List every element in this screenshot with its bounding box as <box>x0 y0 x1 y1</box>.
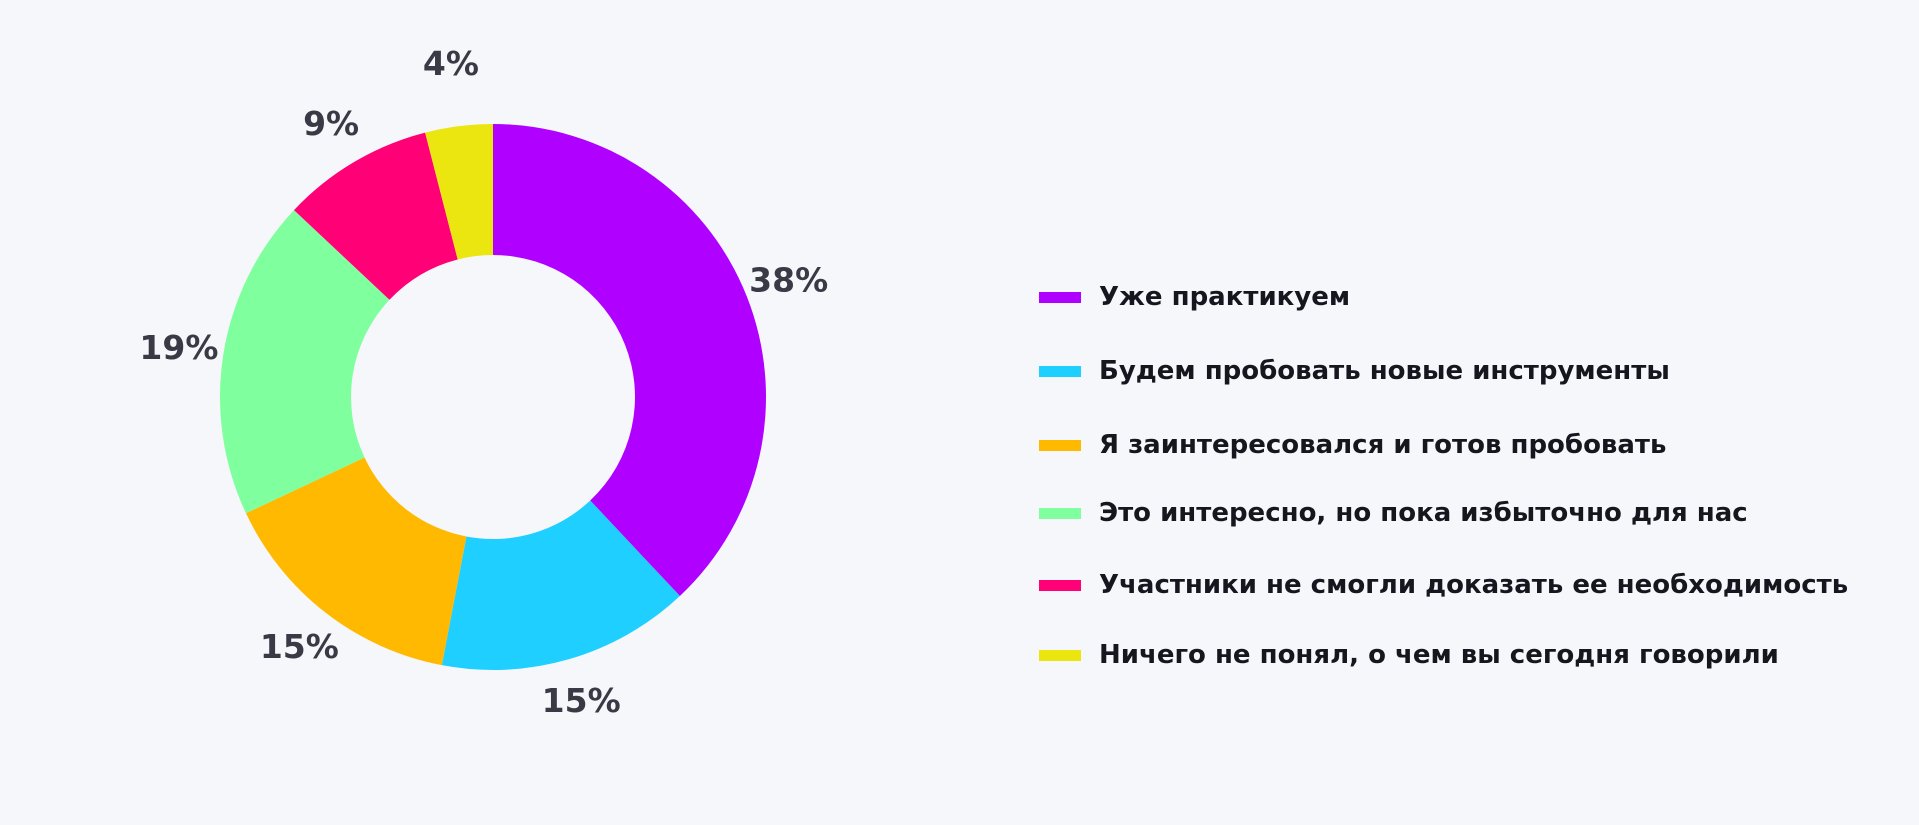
legend-label-interested: Я заинтересовался и готов пробовать <box>1099 430 1667 460</box>
donut-slices <box>220 124 766 670</box>
legend-label-practicing: Уже практикуем <box>1099 282 1351 312</box>
legend-swatch-will-try <box>1039 365 1081 377</box>
legend-swatch-interested <box>1039 439 1081 451</box>
legend-swatch-not-proven <box>1039 579 1081 591</box>
slice-not-proven <box>293 132 458 300</box>
slice-label-practicing: 38% <box>749 260 828 299</box>
slice-label-not-proven: 9% <box>303 104 359 143</box>
legend-swatch-not-understood <box>1039 649 1081 661</box>
slice-practicing <box>493 124 766 597</box>
legend-item-will-try: Будем пробовать новые инструменты <box>1039 356 1670 386</box>
legend-item-interested: Я заинтересовался и готов пробовать <box>1039 430 1666 460</box>
legend-item-not-understood: Ничего не понял, о чем вы сегодня говори… <box>1039 640 1779 670</box>
slice-redundant <box>220 210 390 514</box>
legend-label-not-understood: Ничего не понял, о чем вы сегодня говори… <box>1099 640 1779 670</box>
slice-labels: 38% 15% 15% 19% 9% 4% <box>139 44 828 720</box>
slice-label-redundant: 19% <box>139 328 218 367</box>
donut-chart: 38% 15% 15% 19% 9% 4% <box>139 44 828 720</box>
legend-label-not-proven: Участники не смогли доказать ее необходи… <box>1099 570 1849 600</box>
slice-label-interested: 15% <box>260 627 339 666</box>
slice-not-understood <box>425 124 493 260</box>
legend-item-not-proven: Участники не смогли доказать ее необходи… <box>1039 570 1848 600</box>
legend-label-redundant: Это интересно, но пока избыточно для нас <box>1099 498 1748 528</box>
slice-will-try <box>441 500 680 670</box>
slice-label-not-understood: 4% <box>423 44 479 83</box>
legend-swatch-redundant <box>1039 507 1081 519</box>
slice-label-will-try: 15% <box>542 681 621 720</box>
slice-interested <box>245 457 467 666</box>
legend-swatch-practicing <box>1039 291 1081 303</box>
legend-item-practicing: Уже практикуем <box>1039 282 1350 312</box>
legend-item-redundant: Это интересно, но пока избыточно для нас <box>1039 498 1748 528</box>
legend-label-will-try: Будем пробовать новые инструменты <box>1099 356 1670 386</box>
